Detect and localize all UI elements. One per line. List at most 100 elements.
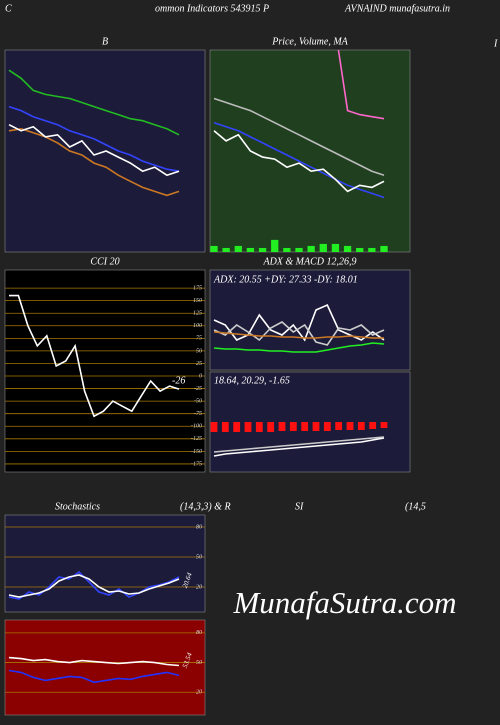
- header-right: AVNAIND munafasutra.in: [344, 3, 450, 14]
- bar: [357, 422, 365, 430]
- series-line: [213, 321, 385, 346]
- bar: [222, 247, 230, 252]
- bar: [380, 245, 388, 252]
- series-line: [213, 331, 384, 339]
- header-left: C: [5, 3, 12, 14]
- panel-title: B: [102, 36, 108, 47]
- panel: [209, 269, 411, 371]
- y-tick-label: -125: [191, 436, 202, 442]
- bar: [234, 245, 242, 252]
- y-tick-label: 80: [196, 524, 202, 530]
- bar: [380, 422, 388, 428]
- series-line: [8, 656, 180, 667]
- bar: [244, 422, 252, 432]
- bar: [210, 245, 218, 252]
- y-tick-label: 50: [196, 660, 202, 666]
- annotation: 18.64, 20.29, -1.65: [214, 375, 290, 386]
- stoch-title: (14,3,3) & R: [180, 501, 231, 512]
- plot: [5, 287, 205, 465]
- bar: [343, 245, 352, 252]
- bar: [278, 422, 286, 431]
- y-tick-label: 25: [196, 361, 202, 367]
- y-tick-label: 125: [193, 311, 202, 317]
- annotation: ADX: 20.55 +DY: 27.33 -DY: 18.01: [213, 274, 358, 285]
- bar: [283, 247, 291, 252]
- panel: [209, 371, 411, 473]
- y-tick-label: -25: [194, 386, 202, 392]
- series-line: [8, 105, 180, 172]
- bar: [368, 247, 376, 252]
- y-tick-label: 20: [196, 690, 202, 696]
- bar: [246, 247, 255, 252]
- bar: [221, 422, 229, 432]
- bar: [267, 422, 275, 432]
- series-line: [213, 342, 385, 353]
- plot: [210, 422, 388, 457]
- stoch-title: (14,5: [405, 501, 426, 512]
- annotation: -26: [172, 375, 185, 386]
- series-line: [8, 69, 180, 136]
- bar: [369, 422, 377, 429]
- bar: [289, 422, 297, 431]
- y-tick-label: 80: [196, 630, 202, 636]
- bar: [271, 239, 279, 252]
- y-tick-label: 50: [196, 348, 202, 354]
- bar: [307, 245, 315, 252]
- watermark: MunafaSutra.com: [232, 585, 456, 620]
- bar: [346, 422, 354, 430]
- series-line: [9, 294, 180, 418]
- y-tick-label: 50: [196, 554, 202, 560]
- series-line: [8, 574, 180, 598]
- header-edge: I: [493, 38, 498, 49]
- series-line: [8, 570, 180, 600]
- bar: [255, 422, 263, 432]
- bar: [356, 247, 364, 252]
- bar: [319, 243, 327, 252]
- plot: [213, 303, 385, 353]
- y-tick-label: 100: [193, 323, 202, 329]
- bar: [323, 422, 331, 431]
- series-line: [8, 123, 180, 177]
- panel: [4, 514, 206, 613]
- y-tick-label: 0: [199, 373, 202, 379]
- series-line: [8, 127, 180, 197]
- series-line: [213, 437, 385, 457]
- y-tick-label: 175: [193, 285, 202, 291]
- series-line: [213, 303, 385, 342]
- y-tick-label: -75: [194, 411, 202, 417]
- y-tick-label: -150: [191, 449, 202, 455]
- bar: [295, 247, 303, 252]
- y-tick-label: 150: [193, 298, 202, 304]
- stoch-title: Stochastics: [55, 501, 100, 512]
- header-middle: ommon Indicators 543915 P: [155, 3, 269, 14]
- plot: [210, 50, 388, 252]
- panel-title: CCI 20: [90, 256, 119, 267]
- y-tick-label: -175: [191, 461, 202, 467]
- plot: [8, 69, 180, 197]
- bar: [335, 422, 343, 430]
- panel-title: ADX & MACD 12,26,9: [262, 256, 356, 267]
- bar: [210, 422, 218, 432]
- y-tick-label: -100: [191, 424, 202, 430]
- plot: [5, 632, 205, 693]
- plot: [5, 526, 205, 600]
- y-tick-label: 20: [196, 584, 202, 590]
- series-line: [8, 669, 180, 684]
- bar: [258, 247, 267, 252]
- panel-title: Price, Volume, MA: [271, 36, 348, 47]
- bar: [331, 243, 340, 252]
- panel: [4, 619, 206, 716]
- panel: [4, 269, 206, 473]
- bar: [301, 422, 309, 431]
- series-line: [213, 97, 385, 176]
- stoch-title: SI: [295, 501, 304, 512]
- bar: [312, 422, 320, 431]
- bar: [233, 422, 241, 432]
- series-line: [213, 436, 385, 453]
- y-tick-label: -50: [194, 399, 202, 405]
- series-line: [337, 50, 385, 120]
- y-tick-label: 75: [196, 336, 202, 342]
- series-line: [213, 130, 385, 193]
- panel: [209, 49, 411, 253]
